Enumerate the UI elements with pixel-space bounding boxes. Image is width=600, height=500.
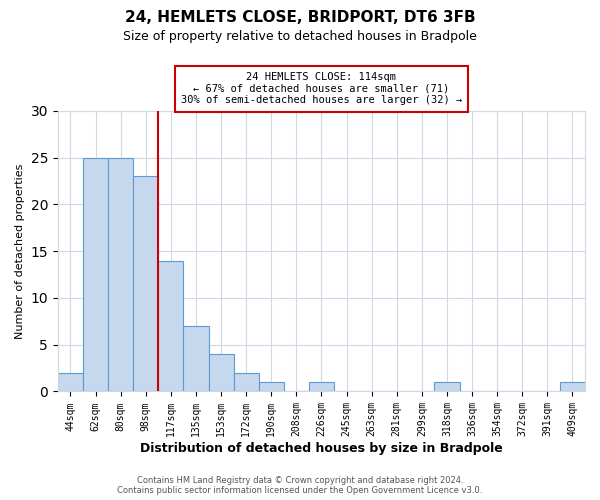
Bar: [83, 158, 108, 392]
Text: 24 HEMLETS CLOSE: 114sqm
← 67% of detached houses are smaller (71)
30% of semi-d: 24 HEMLETS CLOSE: 114sqm ← 67% of detach…: [181, 72, 462, 106]
Bar: [233, 373, 259, 392]
X-axis label: Distribution of detached houses by size in Bradpole: Distribution of detached houses by size …: [140, 442, 503, 455]
Bar: [133, 176, 158, 392]
Bar: [434, 382, 460, 392]
Bar: [560, 382, 585, 392]
Text: Contains HM Land Registry data © Crown copyright and database right 2024.
Contai: Contains HM Land Registry data © Crown c…: [118, 476, 482, 495]
Bar: [209, 354, 233, 392]
Bar: [158, 260, 184, 392]
Bar: [309, 382, 334, 392]
Bar: [58, 373, 83, 392]
Bar: [259, 382, 284, 392]
Y-axis label: Number of detached properties: Number of detached properties: [15, 164, 25, 339]
Bar: [108, 158, 133, 392]
Bar: [184, 326, 209, 392]
Text: 24, HEMLETS CLOSE, BRIDPORT, DT6 3FB: 24, HEMLETS CLOSE, BRIDPORT, DT6 3FB: [125, 10, 475, 25]
Text: Size of property relative to detached houses in Bradpole: Size of property relative to detached ho…: [123, 30, 477, 43]
